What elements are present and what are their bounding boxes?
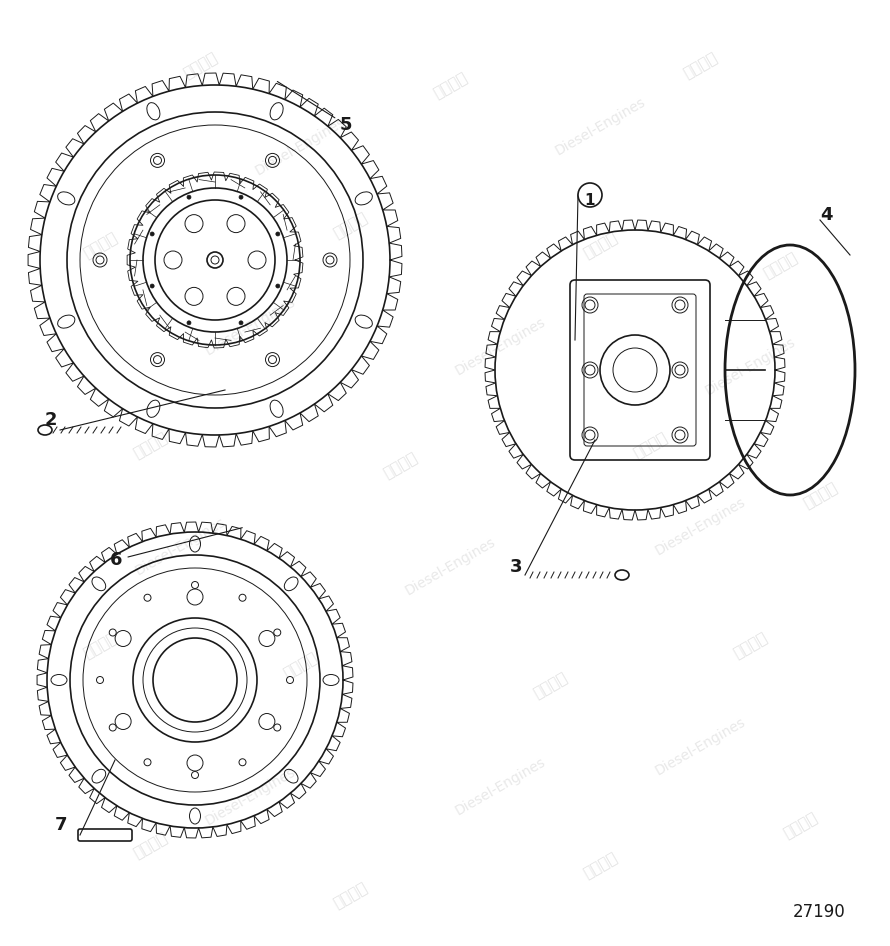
Text: 柴发动力: 柴发动力	[380, 450, 419, 482]
Circle shape	[276, 284, 279, 288]
Circle shape	[164, 251, 182, 269]
Text: Diesel-Engines: Diesel-Engines	[652, 495, 748, 557]
Ellipse shape	[38, 425, 52, 435]
Circle shape	[585, 300, 595, 310]
Circle shape	[109, 724, 117, 731]
Text: 柴发动力: 柴发动力	[580, 850, 619, 882]
Circle shape	[675, 365, 685, 375]
Circle shape	[144, 594, 151, 602]
Circle shape	[239, 759, 246, 765]
Text: Diesel-Engines: Diesel-Engines	[133, 515, 228, 578]
Text: 7: 7	[55, 816, 68, 834]
Text: Diesel-Engines: Diesel-Engines	[452, 754, 547, 817]
Text: 柴发动力: 柴发动力	[731, 630, 770, 661]
Ellipse shape	[615, 570, 629, 580]
Text: 柴发动力: 柴发动力	[80, 630, 119, 661]
Text: Diesel-Engines: Diesel-Engines	[553, 95, 648, 158]
Text: 5: 5	[278, 81, 352, 134]
Text: 柴发动力: 柴发动力	[80, 231, 119, 262]
Circle shape	[187, 755, 203, 771]
Text: 柴发动力: 柴发动力	[800, 481, 839, 512]
Text: Diesel-Engines: Diesel-Engines	[702, 334, 797, 397]
Text: 2: 2	[45, 411, 58, 429]
Text: 柴发动力: 柴发动力	[681, 50, 719, 81]
Text: 柴发动力: 柴发动力	[280, 651, 320, 682]
Circle shape	[150, 284, 154, 288]
Text: Diesel-Engines: Diesel-Engines	[402, 534, 498, 598]
Text: 柴发动力: 柴发动力	[330, 210, 369, 241]
Text: 柴发动力: 柴发动力	[131, 831, 170, 862]
Circle shape	[239, 594, 246, 602]
Circle shape	[187, 321, 191, 324]
Circle shape	[239, 321, 243, 324]
Circle shape	[191, 582, 198, 588]
Circle shape	[187, 589, 203, 605]
Circle shape	[185, 288, 203, 306]
Circle shape	[150, 232, 154, 236]
Circle shape	[207, 252, 223, 268]
Circle shape	[248, 251, 266, 269]
Circle shape	[675, 430, 685, 440]
Circle shape	[144, 759, 151, 765]
Circle shape	[191, 772, 198, 779]
Text: 柴发动力: 柴发动力	[580, 231, 619, 262]
Text: Diesel-Engines: Diesel-Engines	[652, 714, 748, 778]
Text: Diesel-Engines: Diesel-Engines	[452, 314, 547, 377]
Circle shape	[259, 713, 275, 729]
Circle shape	[274, 724, 280, 731]
Text: 柴发动力: 柴发动力	[131, 430, 170, 462]
Circle shape	[585, 365, 595, 375]
FancyBboxPatch shape	[78, 829, 132, 841]
Circle shape	[276, 232, 279, 236]
Circle shape	[675, 300, 685, 310]
Circle shape	[96, 676, 103, 684]
Text: 3: 3	[510, 558, 522, 576]
Text: 柴发动力: 柴发动力	[330, 881, 369, 912]
Text: 4: 4	[820, 206, 832, 224]
Circle shape	[274, 629, 280, 636]
Text: 柴发动力: 柴发动力	[781, 811, 820, 842]
Text: 柴发动力: 柴发动力	[181, 50, 220, 81]
Text: 柴发动力: 柴发动力	[630, 430, 669, 462]
Text: 柴发动力: 柴发动力	[760, 251, 799, 282]
Circle shape	[239, 195, 243, 200]
Text: Diesel-Engines: Diesel-Engines	[202, 764, 298, 828]
Circle shape	[259, 630, 275, 646]
Circle shape	[185, 215, 203, 233]
Circle shape	[227, 215, 245, 233]
Circle shape	[578, 183, 602, 207]
Text: 1: 1	[585, 192, 595, 207]
Text: 6: 6	[110, 528, 242, 569]
Text: Diesel-Engines: Diesel-Engines	[252, 114, 348, 178]
Text: 柴发动力: 柴发动力	[530, 671, 570, 702]
Circle shape	[585, 430, 595, 440]
Circle shape	[109, 629, 117, 636]
Circle shape	[187, 195, 191, 200]
Text: 27190: 27190	[792, 903, 845, 921]
Circle shape	[227, 288, 245, 306]
Text: Diesel-Engines: Diesel-Engines	[202, 294, 298, 358]
Circle shape	[115, 713, 131, 729]
Circle shape	[115, 630, 131, 646]
Circle shape	[287, 676, 294, 684]
Text: 柴发动力: 柴发动力	[431, 70, 470, 101]
